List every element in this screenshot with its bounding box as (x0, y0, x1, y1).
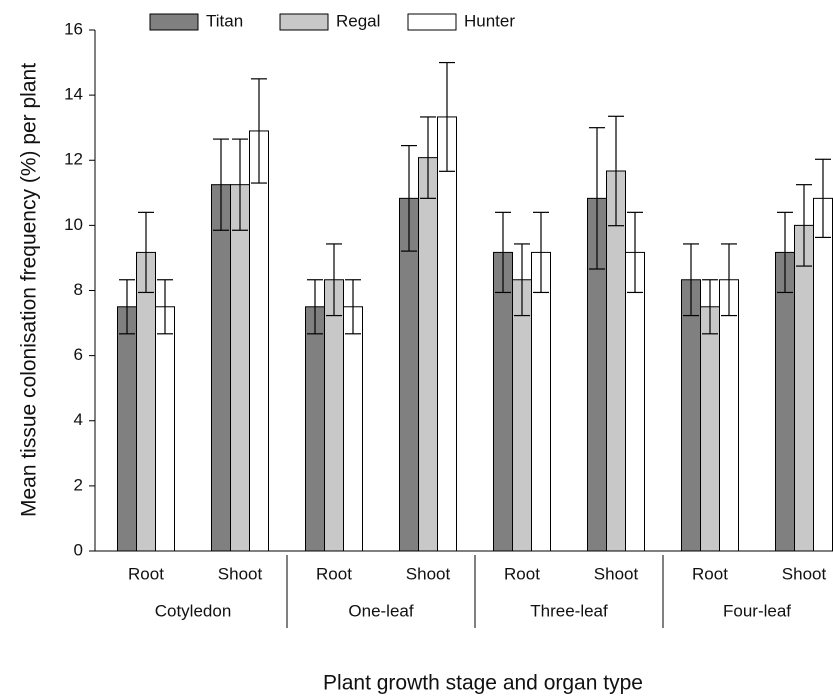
bar (606, 170, 626, 552)
error-bar (119, 279, 135, 335)
group-label: Four-leaf (723, 601, 791, 620)
bar (794, 224, 814, 552)
error-bar (514, 243, 530, 317)
error-bar (232, 138, 248, 231)
bar (625, 251, 645, 552)
error-bar (589, 127, 605, 270)
error-bar (627, 211, 643, 294)
y-tick-label: 14 (64, 85, 83, 104)
bar (230, 184, 250, 552)
bar (700, 306, 720, 552)
error-bar (777, 211, 793, 294)
error-bar (401, 144, 417, 252)
error-bar (439, 61, 455, 172)
bar (324, 279, 344, 552)
error-bar (326, 243, 342, 317)
y-tick-label: 10 (64, 215, 83, 234)
group-label: One-leaf (348, 601, 413, 620)
legend-swatch (149, 13, 199, 31)
bar (681, 279, 701, 552)
x-tick-label: Root (692, 564, 728, 583)
group-label: Three-leaf (530, 601, 608, 620)
x-axis-title: Plant growth stage and organ type (323, 672, 643, 695)
bar (117, 306, 137, 552)
error-bar (702, 279, 718, 335)
bar (719, 279, 739, 552)
group-label: Cotyledon (155, 601, 232, 620)
bar (512, 279, 532, 552)
bar (775, 251, 795, 552)
y-tick-label: 8 (74, 280, 83, 299)
error-bar (251, 78, 267, 184)
x-tick-label: Shoot (782, 564, 827, 583)
error-bar (796, 184, 812, 267)
bar (249, 130, 269, 552)
bar (155, 306, 175, 552)
bar (437, 116, 457, 552)
legend-swatch (279, 13, 329, 31)
y-tick-label: 12 (64, 150, 83, 169)
legend-label: Titan (206, 11, 243, 30)
x-tick-label: Shoot (406, 564, 451, 583)
x-tick-label: Root (128, 564, 164, 583)
bar (343, 306, 363, 552)
error-bar (683, 243, 699, 317)
error-bar (345, 279, 361, 335)
y-tick-label: 2 (74, 475, 83, 494)
legend-swatch (407, 13, 457, 31)
error-bar (138, 211, 154, 294)
error-bar (307, 279, 323, 335)
error-bar (213, 138, 229, 231)
bar (813, 197, 833, 552)
error-bar (815, 158, 831, 239)
bar (211, 184, 231, 552)
y-axis-title: Mean tissue colonisation frequency (%) p… (18, 63, 41, 517)
x-tick-label: Root (504, 564, 540, 583)
error-bar (420, 116, 436, 199)
y-tick-label: 6 (74, 345, 83, 364)
error-bar (157, 279, 173, 335)
y-tick-label: 4 (74, 410, 83, 429)
bar (531, 251, 551, 552)
y-tick-label: 0 (74, 540, 83, 559)
bar (136, 251, 156, 552)
error-bar (495, 211, 511, 294)
bar (418, 157, 438, 552)
y-tick-label: 16 (64, 19, 83, 38)
error-bar (608, 115, 624, 227)
legend-label: Hunter (464, 11, 515, 30)
error-bar (721, 243, 737, 317)
error-bar (533, 211, 549, 294)
x-tick-label: Shoot (218, 564, 263, 583)
bar (305, 306, 325, 552)
legend-label: Regal (336, 11, 380, 30)
x-tick-label: Root (316, 564, 352, 583)
x-tick-label: Shoot (594, 564, 639, 583)
bar (493, 251, 513, 552)
